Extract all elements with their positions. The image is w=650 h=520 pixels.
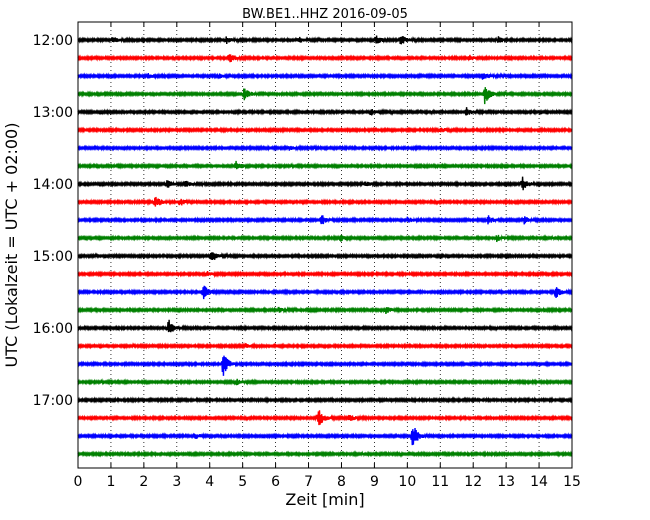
y-tick-label: 16:00 [33, 321, 73, 337]
x-axis-label: Zeit [min] [285, 490, 364, 509]
y-tick-label: 14:00 [33, 177, 73, 193]
trace-line [77, 378, 573, 386]
trace-line [77, 341, 573, 350]
trace-line [77, 270, 573, 279]
x-tick-label: 13 [497, 474, 515, 490]
trace-line [77, 144, 573, 152]
trace-line [77, 450, 573, 458]
x-tick-label: 0 [74, 474, 83, 490]
x-tick-label: 7 [304, 474, 313, 490]
trace-line [77, 35, 573, 45]
trace-line [77, 176, 573, 191]
trace-line [77, 160, 573, 170]
trace-line [77, 285, 573, 300]
trace-line [77, 234, 573, 243]
trace-line [77, 126, 573, 134]
x-tick-label: 6 [271, 474, 280, 490]
trace-line [77, 215, 573, 225]
x-tick-label: 11 [431, 474, 449, 490]
y-tick-label: 15:00 [33, 249, 73, 265]
x-tick-label: 3 [172, 474, 181, 490]
trace-line [77, 252, 573, 260]
x-tick-label: 8 [337, 474, 346, 490]
chart-title: BW.BE1..HHZ 2016-09-05 [242, 7, 408, 22]
seismic-traces [77, 35, 573, 458]
y-tick-label: 13:00 [33, 105, 73, 121]
y-axis-ticks: 12:00 13:00 14:00 15:00 16:00 17:00 [33, 33, 572, 409]
trace-line [77, 54, 573, 63]
y-axis-label: UTC (Lokalzeit = UTC + 02:00) [2, 123, 21, 368]
trace-line [77, 396, 573, 404]
y-tick-label: 17:00 [33, 393, 73, 409]
trace-line [77, 427, 573, 446]
x-tick-label: 12 [464, 474, 482, 490]
x-tick-label: 14 [530, 474, 548, 490]
trace-line [77, 87, 573, 105]
x-tick-label: 9 [370, 474, 379, 490]
trace-line [77, 410, 573, 426]
trace-line [77, 355, 573, 376]
trace-line [77, 306, 573, 314]
plot-frame [77, 21, 573, 469]
trace-line [77, 196, 573, 207]
x-tick-label: 1 [106, 474, 115, 490]
trace-line [77, 107, 573, 116]
trace-line [77, 319, 573, 333]
trace-line [77, 72, 573, 80]
x-tick-label: 4 [205, 474, 214, 490]
x-tick-label: 2 [139, 474, 148, 490]
x-tick-label: 15 [563, 474, 581, 490]
x-tick-label: 10 [398, 474, 416, 490]
y-tick-label: 12:00 [33, 33, 73, 49]
x-tick-label: 5 [238, 474, 247, 490]
x-axis-ticks: 0 1 2 3 4 5 6 7 8 9 10 11 12 13 14 15 [74, 22, 581, 490]
